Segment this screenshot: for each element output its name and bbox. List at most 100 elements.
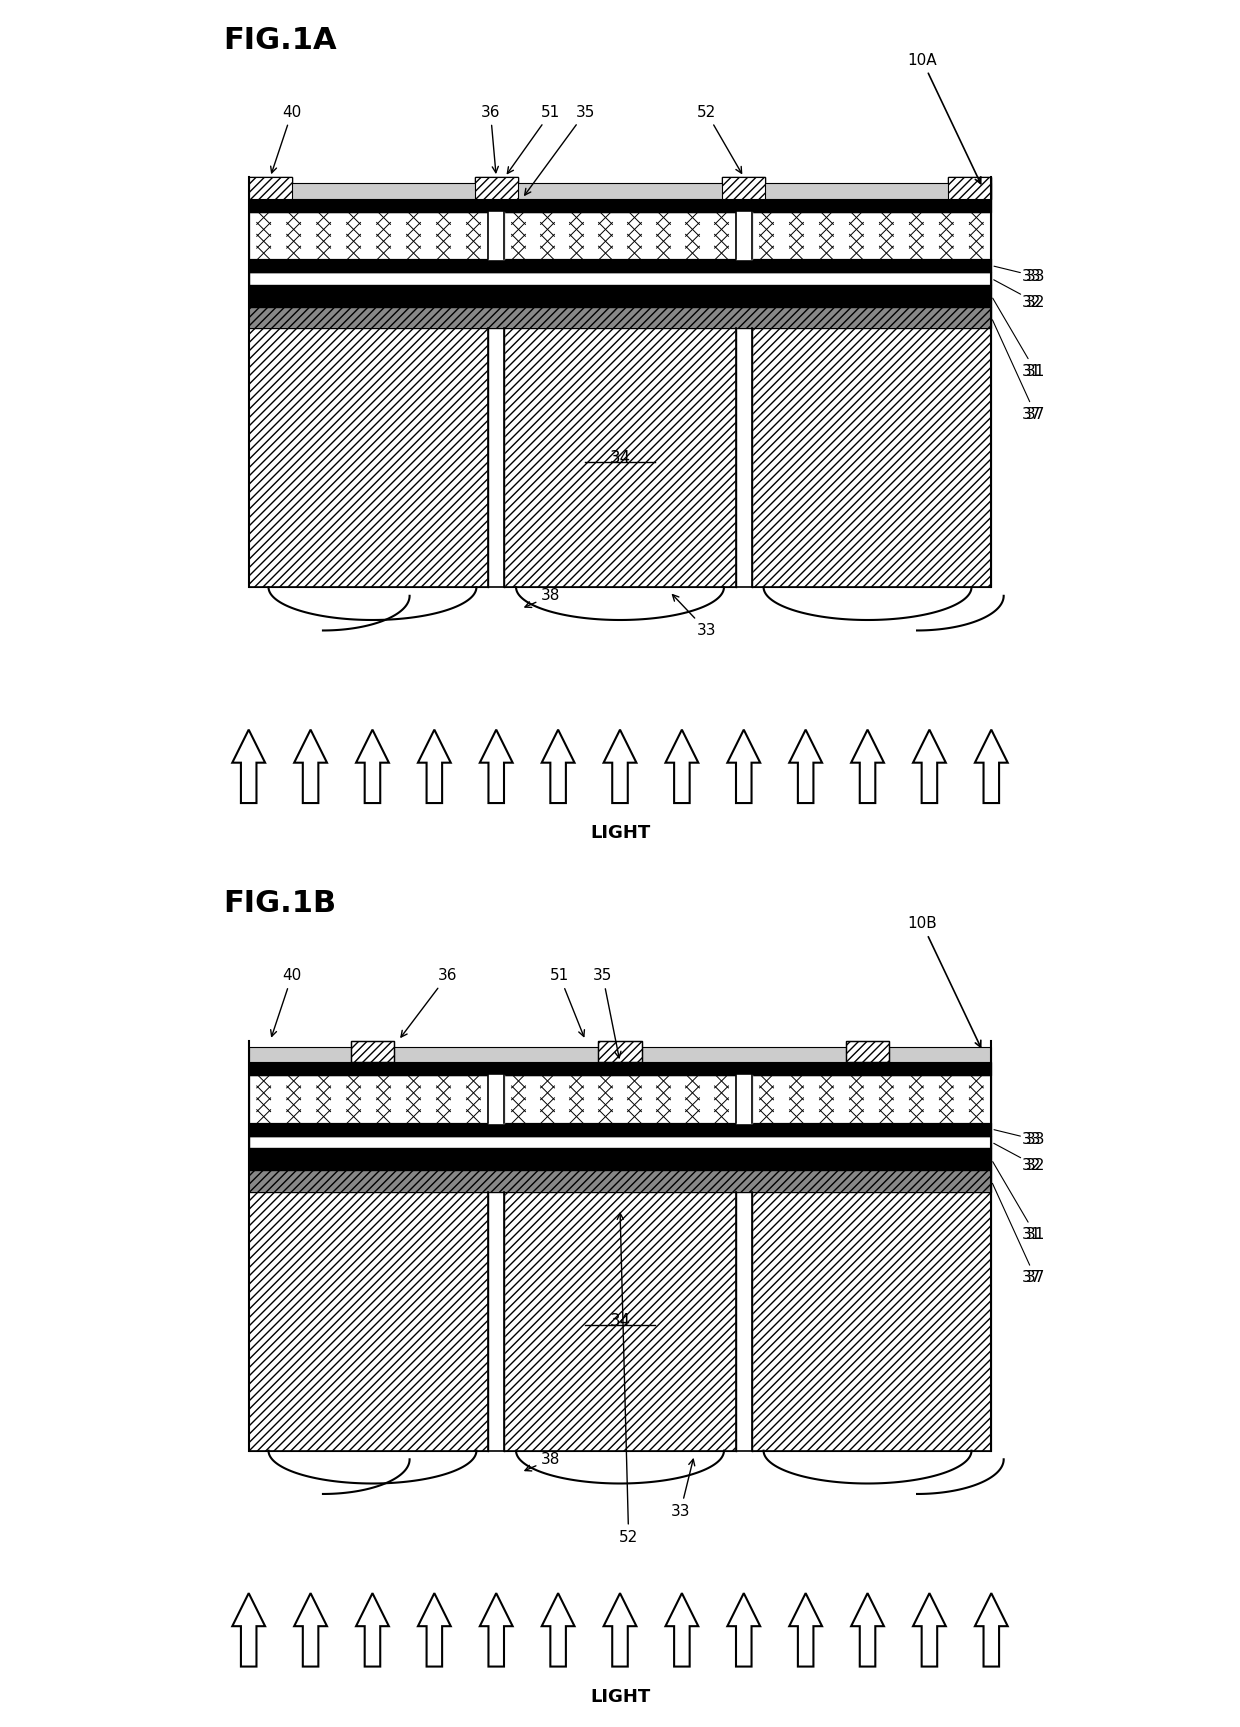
Polygon shape xyxy=(666,731,698,803)
Bar xyxy=(249,199,991,211)
Bar xyxy=(249,183,991,199)
Text: 36: 36 xyxy=(481,105,500,173)
Text: 31: 31 xyxy=(1022,1228,1040,1242)
Bar xyxy=(351,1040,394,1062)
Bar xyxy=(249,259,991,273)
Polygon shape xyxy=(975,1592,1008,1667)
Text: 40: 40 xyxy=(270,969,301,1036)
Polygon shape xyxy=(294,1592,327,1667)
Bar xyxy=(249,1171,991,1192)
Polygon shape xyxy=(480,1592,512,1667)
Text: 10B: 10B xyxy=(908,917,981,1047)
Polygon shape xyxy=(913,1592,946,1667)
Text: 33: 33 xyxy=(1022,269,1042,283)
Text: 32: 32 xyxy=(993,1143,1045,1173)
Bar xyxy=(249,178,291,199)
Bar xyxy=(846,1040,889,1062)
Polygon shape xyxy=(604,731,636,803)
Text: 33: 33 xyxy=(671,1459,694,1518)
Bar xyxy=(249,1171,991,1192)
Text: 37: 37 xyxy=(992,1183,1045,1285)
Polygon shape xyxy=(418,1592,451,1667)
Text: 37: 37 xyxy=(1022,408,1040,421)
Text: 33: 33 xyxy=(994,266,1045,283)
Bar xyxy=(846,1040,889,1062)
Bar xyxy=(351,1040,394,1062)
Bar xyxy=(249,1148,991,1171)
Bar xyxy=(722,178,765,199)
Polygon shape xyxy=(728,731,760,803)
Bar xyxy=(249,178,291,199)
Bar xyxy=(503,1192,737,1451)
Text: 33: 33 xyxy=(672,594,717,637)
Bar xyxy=(949,178,991,199)
Polygon shape xyxy=(294,731,327,803)
Bar xyxy=(949,178,991,199)
Text: LIGHT: LIGHT xyxy=(590,1687,650,1706)
Polygon shape xyxy=(666,1592,698,1667)
Bar xyxy=(503,1192,737,1451)
Text: 34: 34 xyxy=(609,449,631,466)
Bar xyxy=(949,178,991,199)
Polygon shape xyxy=(851,1592,884,1667)
Bar xyxy=(503,328,737,587)
Polygon shape xyxy=(604,1592,636,1667)
Bar xyxy=(249,212,489,259)
Polygon shape xyxy=(789,1592,822,1667)
Bar xyxy=(503,212,737,259)
Bar xyxy=(475,178,518,199)
Bar xyxy=(249,1074,489,1123)
Bar xyxy=(475,178,518,199)
Polygon shape xyxy=(418,731,451,803)
Text: 32: 32 xyxy=(1022,295,1040,309)
Text: 10A: 10A xyxy=(908,54,981,183)
Polygon shape xyxy=(913,731,946,803)
Text: 33: 33 xyxy=(1022,1133,1042,1147)
Bar xyxy=(249,1047,991,1062)
Bar xyxy=(503,1074,737,1123)
Text: 51: 51 xyxy=(549,969,584,1036)
Bar xyxy=(751,328,991,587)
Bar xyxy=(722,178,765,199)
Polygon shape xyxy=(789,731,822,803)
Polygon shape xyxy=(356,1592,389,1667)
Bar xyxy=(249,307,991,328)
Bar xyxy=(249,1062,991,1074)
Bar xyxy=(249,328,489,587)
Text: 52: 52 xyxy=(697,105,742,173)
Text: 35: 35 xyxy=(525,105,595,195)
Bar xyxy=(751,1074,991,1123)
Bar xyxy=(751,1192,991,1451)
Text: 37: 37 xyxy=(1022,1271,1040,1285)
Bar xyxy=(249,1136,991,1148)
Polygon shape xyxy=(542,731,574,803)
Bar xyxy=(503,328,737,587)
Polygon shape xyxy=(480,731,512,803)
Text: 52: 52 xyxy=(618,1214,639,1544)
Text: 40: 40 xyxy=(270,105,301,173)
Bar xyxy=(599,1040,641,1062)
Bar xyxy=(722,178,765,199)
Bar xyxy=(249,328,489,587)
Bar xyxy=(599,1040,641,1062)
Polygon shape xyxy=(851,731,884,803)
Bar xyxy=(249,1123,991,1136)
Text: LIGHT: LIGHT xyxy=(590,824,650,843)
Bar xyxy=(249,1192,489,1451)
Text: 51: 51 xyxy=(507,105,560,173)
Bar xyxy=(475,178,518,199)
Text: 38: 38 xyxy=(525,1452,560,1471)
Polygon shape xyxy=(975,731,1008,803)
Text: FIG.1A: FIG.1A xyxy=(223,26,336,55)
Text: 35: 35 xyxy=(593,969,621,1059)
Text: 34: 34 xyxy=(609,1313,631,1330)
Text: 31: 31 xyxy=(993,1162,1045,1242)
Bar xyxy=(249,1192,489,1451)
Bar xyxy=(249,271,991,285)
Bar xyxy=(249,285,991,307)
Bar xyxy=(249,307,991,328)
Bar xyxy=(751,328,991,587)
Text: 36: 36 xyxy=(401,969,458,1036)
Text: FIG.1B: FIG.1B xyxy=(223,889,336,919)
Polygon shape xyxy=(542,1592,574,1667)
